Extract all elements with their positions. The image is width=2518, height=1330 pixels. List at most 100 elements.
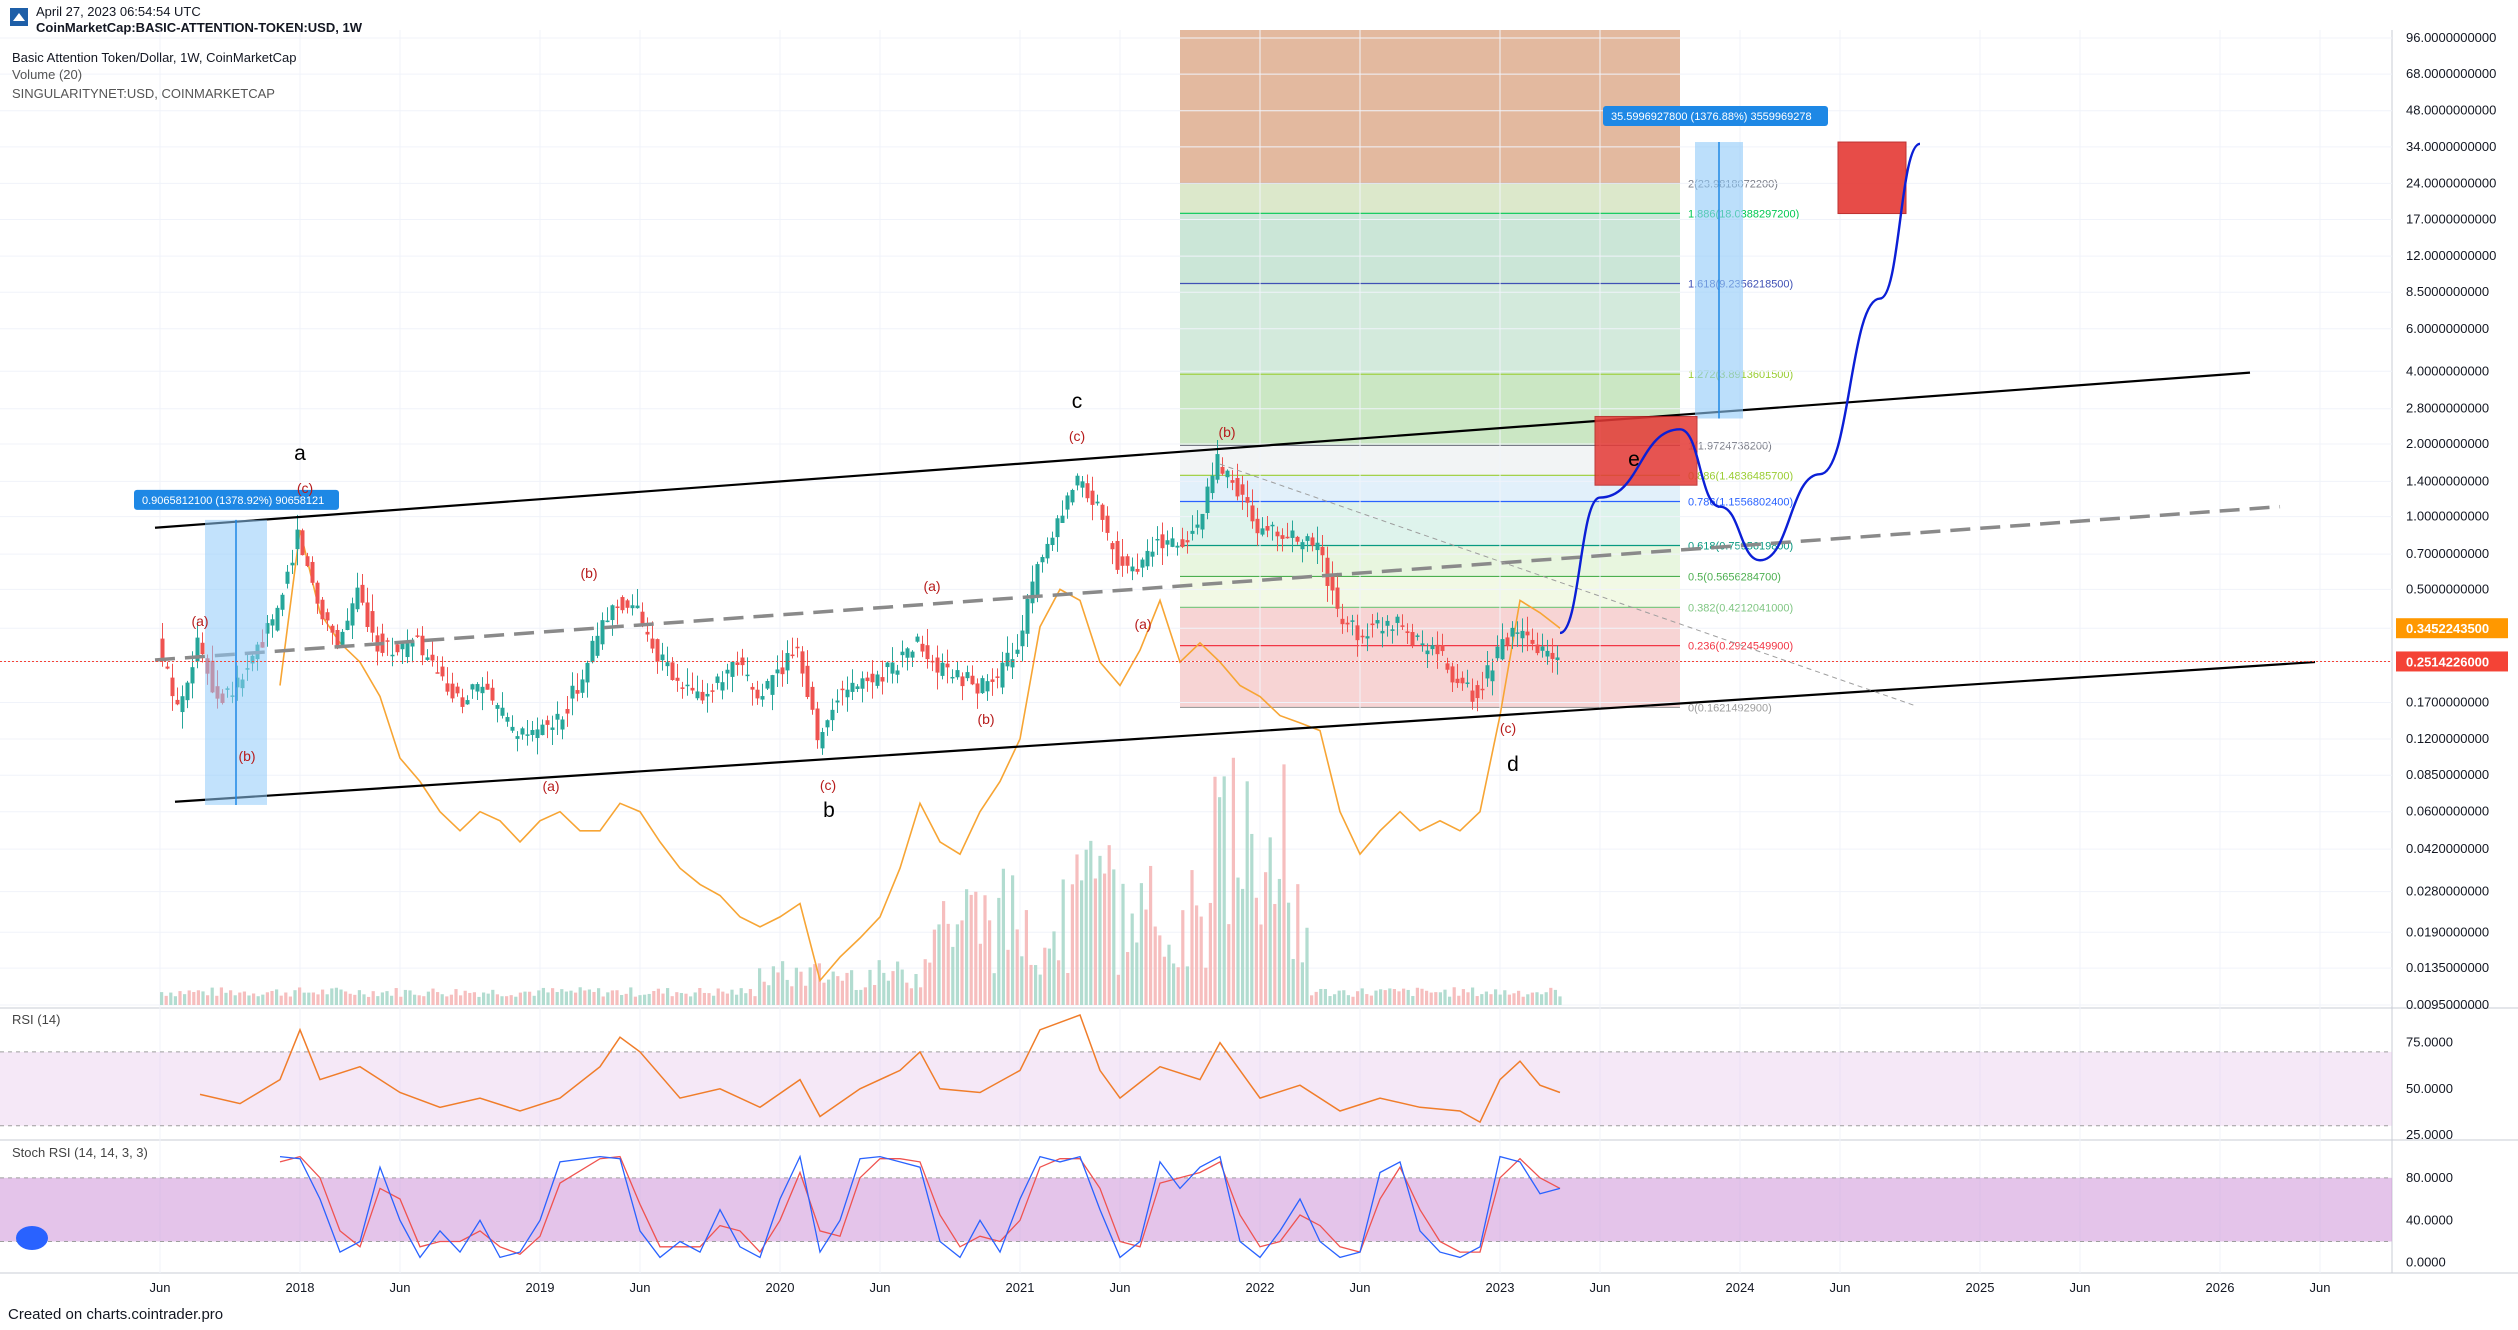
- volume-bar: [238, 992, 242, 1005]
- volume-bar: [794, 967, 798, 1005]
- volume-bar: [413, 994, 417, 1005]
- candle-body: [1525, 631, 1530, 636]
- volume-bar: [169, 992, 173, 1005]
- time-tick-label: 2026: [2206, 1280, 2235, 1295]
- volume-bar: [233, 995, 237, 1005]
- candle-body: [1325, 557, 1330, 586]
- volume-bar: [242, 991, 246, 1005]
- volume-bar: [344, 991, 348, 1005]
- volume-bar: [684, 993, 688, 1005]
- candle-body: [770, 675, 775, 695]
- volume-bar: [1480, 994, 1484, 1005]
- volume-bar: [1397, 991, 1401, 1005]
- candle-body: [1455, 678, 1460, 684]
- candle-body: [360, 584, 365, 603]
- time-tick-label: Jun: [1830, 1280, 1851, 1295]
- tradingview-wave-icon[interactable]: [16, 1226, 48, 1250]
- price-tick-label: 68.0000000000: [2406, 66, 2496, 81]
- background-layer: [0, 30, 2518, 1274]
- candle-body: [650, 638, 655, 649]
- candle-body: [915, 636, 920, 642]
- volume-bar: [325, 994, 329, 1005]
- volume-bar: [560, 989, 564, 1005]
- chart-canvas[interactable]: 0(0.1621492900) 0.236(0.2924549900) 0.382(…: [0, 30, 2518, 1330]
- candle-body: [610, 605, 615, 621]
- candle-body: [635, 605, 640, 609]
- candle-body: [845, 689, 850, 698]
- volume-bar: [656, 988, 660, 1005]
- volume-bar: [744, 993, 748, 1005]
- measure-label-box-1: [134, 489, 339, 510]
- candle-body: [1170, 538, 1175, 547]
- volume-bar: [597, 988, 601, 1005]
- price-axis: 96.0000000000 68.0000000000 48.0000000000 3…: [0, 30, 2508, 1012]
- candle-body: [200, 642, 205, 655]
- projection-path: [1559, 142, 1921, 635]
- candle-body: [1270, 524, 1275, 527]
- volume-bar: [1314, 991, 1318, 1005]
- volume-bar: [1268, 837, 1272, 1005]
- fib-zone: [1180, 576, 1680, 608]
- volume-bar: [1084, 849, 1088, 1005]
- volume-bar: [1448, 996, 1452, 1005]
- volume-bar: [376, 996, 380, 1005]
- candle-body: [975, 683, 980, 694]
- volume-bar: [1402, 988, 1406, 1005]
- volume-bar: [937, 924, 941, 1005]
- volume-bar: [1093, 878, 1097, 1005]
- volume-bar: [463, 990, 467, 1005]
- candle-body: [1515, 632, 1520, 634]
- price-tick-label: 6.0000000000: [2406, 321, 2489, 336]
- volume-bar: [1282, 764, 1286, 1005]
- candle-body: [385, 640, 390, 642]
- volume-bar: [270, 990, 274, 1005]
- volume-bar: [1420, 988, 1424, 1005]
- volume-bar: [863, 987, 867, 1005]
- volume-bar: [1126, 952, 1130, 1005]
- volume-bar: [1020, 956, 1024, 1005]
- wave-label-major: b: [823, 799, 835, 822]
- volume-bar: [1507, 994, 1511, 1005]
- volume-bar: [1512, 993, 1516, 1005]
- candle-body: [335, 629, 340, 649]
- volume-bar: [219, 987, 223, 1005]
- candle-body: [1470, 690, 1475, 702]
- volume-bar: [321, 989, 325, 1005]
- candle-body: [515, 736, 520, 739]
- candle-body: [1035, 564, 1040, 597]
- price-tick-label: 0.5000000000: [2406, 581, 2489, 596]
- candle-body: [1440, 645, 1445, 652]
- volume-bar: [725, 993, 729, 1005]
- candle-body: [1460, 677, 1465, 684]
- candle-body: [1410, 632, 1415, 646]
- volume-bar: [1162, 956, 1166, 1005]
- volume-bar: [390, 995, 394, 1005]
- volume-bar: [518, 992, 522, 1005]
- volume-bar: [638, 995, 642, 1005]
- candle-body: [955, 670, 960, 678]
- time-tick-label: Jun: [2310, 1280, 2331, 1295]
- volume-bar: [541, 987, 545, 1005]
- candle-body: [870, 673, 875, 683]
- candle-body: [295, 529, 300, 550]
- volume-bar: [587, 989, 591, 1005]
- volume-bar: [1503, 990, 1507, 1005]
- candle-body: [1360, 635, 1365, 638]
- candle-body: [890, 662, 895, 674]
- volume-bar: [1346, 995, 1350, 1005]
- candle-body: [790, 654, 795, 657]
- candle-body: [700, 691, 705, 701]
- volume-bar: [399, 996, 403, 1005]
- candle-body: [1185, 540, 1190, 543]
- candle-body: [760, 696, 765, 700]
- candle-body: [1140, 559, 1145, 568]
- candle-body: [470, 684, 475, 690]
- candle-body: [585, 662, 590, 683]
- candle-body: [620, 597, 625, 611]
- volume-bar: [307, 992, 311, 1005]
- fibonacci-retracement: 0(0.1621492900) 0.236(0.2924549900) 0.382(…: [1180, 30, 1799, 714]
- volume-bar: [850, 970, 854, 1005]
- volume-bar: [840, 980, 844, 1005]
- fib-level-label: 0.382(0.4212041000): [1688, 602, 1793, 614]
- stoch-tick-label: 40.0000: [2406, 1212, 2453, 1227]
